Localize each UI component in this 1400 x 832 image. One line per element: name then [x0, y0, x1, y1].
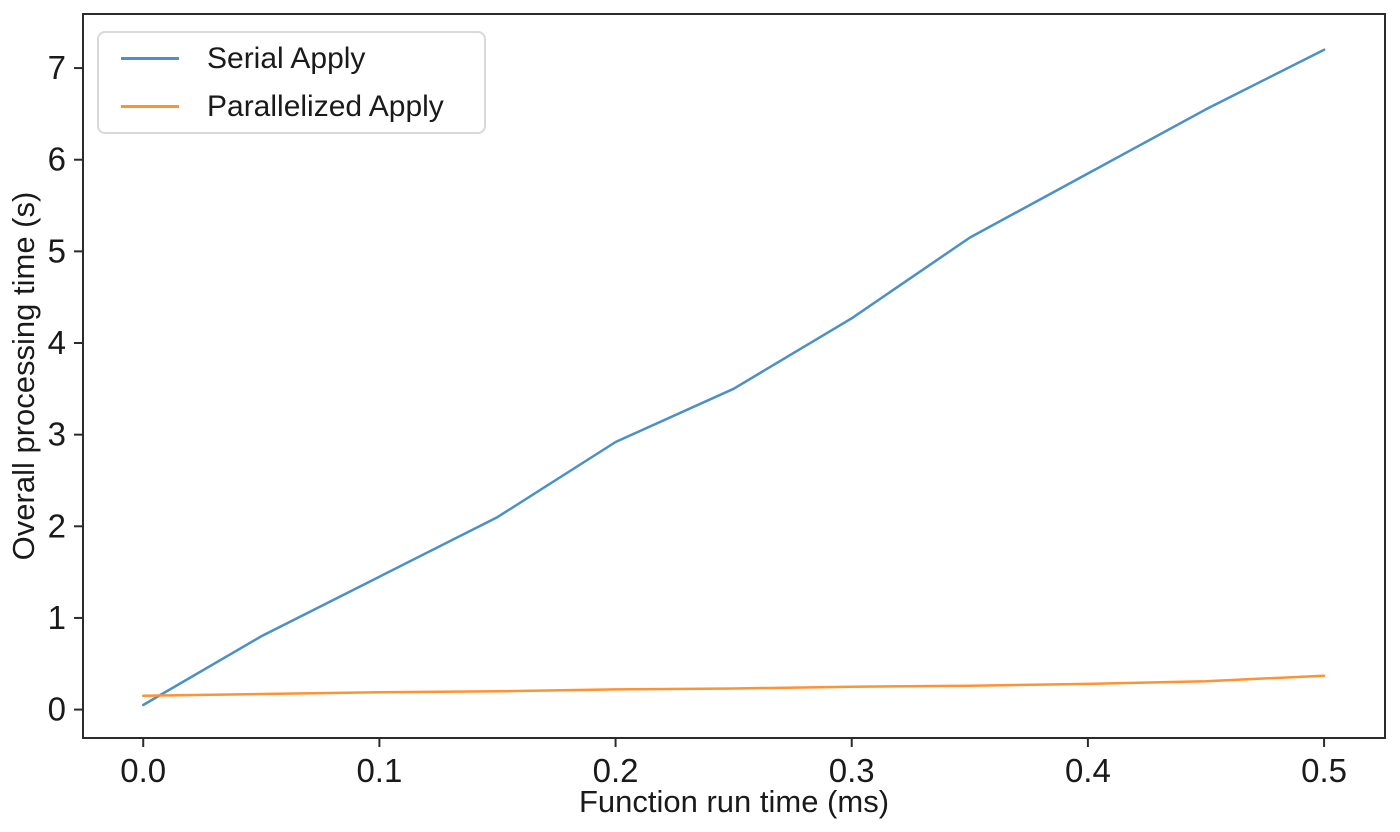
y-tick-label: 6 [48, 141, 66, 178]
y-tick-label: 3 [48, 416, 66, 453]
axis-ticks [74, 67, 1326, 747]
y-tick-label: 0 [48, 691, 66, 728]
y-axis-label: Overall processing time (s) [6, 192, 41, 561]
plot-frame [82, 13, 1386, 739]
x-tick-label: 0.1 [356, 752, 402, 789]
legend-item-parallelized-apply: Parallelized Apply [121, 90, 466, 124]
legend-item-serial-apply: Serial Apply [121, 42, 466, 76]
legend-swatch-parallelized-apply [121, 105, 179, 108]
x-tick-label: 0.4 [1065, 752, 1111, 789]
legend-label: Parallelized Apply [207, 89, 444, 123]
x-tick-label: 0.5 [1301, 752, 1347, 789]
serial-apply-line [141, 48, 1326, 707]
legend-swatch-serial-apply [121, 57, 179, 60]
x-tick-label: 0.2 [593, 752, 639, 789]
x-tick-label: 0.3 [829, 752, 875, 789]
y-tick-label: 2 [48, 507, 66, 544]
x-axis-label: Function run time (ms) [579, 784, 889, 819]
legend: Serial Apply Parallelized Apply [97, 31, 486, 134]
y-tick-label: 1 [48, 599, 66, 636]
legend-label: Serial Apply [207, 41, 366, 75]
y-tick-label: 7 [48, 49, 66, 86]
x-tick-label: 0.0 [120, 752, 166, 789]
parallelized-apply-line [141, 674, 1326, 698]
series-lines [141, 48, 1326, 707]
axis-tick-labels: 0.0 0.1 0.2 0.3 0.4 0.5 0 1 2 3 4 5 6 7 [48, 49, 1347, 789]
y-tick-label: 5 [48, 232, 66, 269]
y-tick-label: 4 [48, 324, 66, 361]
